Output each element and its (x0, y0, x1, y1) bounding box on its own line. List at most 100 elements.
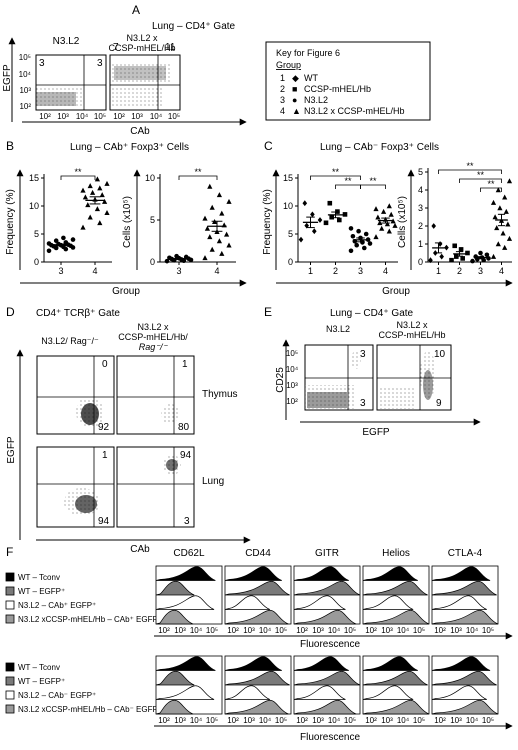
data-point (367, 241, 373, 246)
histogram-curve (293, 566, 349, 581)
data-point (90, 189, 96, 195)
panel-d-thymus2-q-ur: 1 (182, 359, 188, 370)
data-point (458, 247, 464, 252)
panel-d-col1-label: N3.L2/ Rag⁻/⁻ (41, 336, 99, 346)
panel-e-ylabel: CD25 (275, 367, 286, 393)
data-point (388, 211, 394, 217)
histogram-xtick: 10³ (174, 626, 186, 635)
histogram-xtick: 10² (227, 716, 239, 725)
data-point (460, 256, 465, 261)
panel-c-title: Lung – CAb⁻ Foxp3⁺ Cells (320, 142, 439, 153)
histogram-xtick: 10⁴ (259, 626, 272, 635)
histogram-xtick: 10⁵ (275, 716, 287, 725)
histogram-xtick: 10³ (450, 626, 462, 635)
significance-bracket (480, 187, 502, 192)
histogram-curve (362, 699, 430, 715)
histogram-xtick: 10⁴ (466, 716, 479, 725)
significance-label: ** (487, 179, 495, 189)
data-point (350, 233, 356, 239)
x-tick-label: 3 (58, 266, 63, 276)
histogram-curve (224, 685, 271, 700)
data-point (87, 183, 93, 189)
panel-a-xtick: 10³ (131, 112, 143, 121)
data-point (61, 235, 66, 241)
panel-d-col2-line2: CCSP-mHEL/Hb/ (118, 332, 188, 342)
histogram-xtick: 10⁵ (206, 716, 218, 725)
panel-e-plot1-q-lr: 3 (360, 398, 366, 409)
data-point (386, 228, 392, 234)
data-point (53, 238, 59, 244)
data-point (104, 180, 110, 186)
data-point (70, 237, 76, 242)
chart-c-frequency: 0 5 10 15 1 2 3 4 ** ** ** (283, 167, 398, 276)
histogram-curve (362, 609, 430, 625)
panel-a-xtick: 10² (113, 112, 125, 121)
data-point (490, 253, 497, 259)
data-point (470, 258, 475, 264)
panel-c-xlabel: Group (382, 286, 410, 297)
x-tick-label: 3 (478, 266, 483, 276)
data-point (209, 246, 215, 252)
histogram-xtick: 10⁴ (190, 626, 203, 635)
panel-d-lung1-q-ur: 1 (102, 450, 108, 461)
histogram-xtick: 10² (434, 626, 446, 635)
panel-e-plot2-line2: CCSP-mHEL/Hb (378, 330, 445, 340)
panel-e-plot1-label: N3.L2 (326, 324, 350, 334)
histogram-curve (293, 609, 357, 625)
histogram-curve (224, 656, 282, 671)
legend-label: N3.L2 – CAb⁺ EGFP⁺ (18, 601, 96, 610)
significance-bracket (310, 175, 361, 180)
histogram-curve (362, 580, 428, 596)
panel-a-plot2-q-ul: 7 (113, 42, 119, 53)
panel-a-xtick: 10³ (57, 112, 69, 121)
panel-d-letter: D (6, 305, 15, 319)
significance-bracket (438, 169, 502, 174)
legend-label: N3.L2 xCCSP-mHEL/Hb – CAb⁻ EGFP⁺ (18, 705, 162, 714)
key-group-label: Group (276, 60, 301, 70)
data-point (379, 225, 385, 231)
data-point (80, 187, 86, 193)
panel-c: C Lung – CAb⁻ Foxp3⁺ Cells Frequency (%)… (262, 139, 513, 297)
histogram-curve (293, 595, 346, 610)
data-point (354, 242, 360, 248)
data-point (97, 220, 103, 226)
data-point (381, 208, 387, 214)
panel-a-plot1-q-ur: 3 (97, 58, 103, 69)
data-point (502, 194, 508, 200)
panel-e-ytick: 10⁴ (286, 365, 299, 374)
data-point (183, 254, 189, 260)
data-point (104, 210, 110, 216)
histogram-curve (155, 595, 215, 610)
data-point (94, 176, 100, 182)
histogram-curve (362, 595, 414, 610)
histogram-xtick: 10² (227, 626, 239, 635)
data-point (348, 226, 354, 231)
panel-f-column-title: CD62L (173, 548, 205, 559)
data-point (360, 240, 365, 245)
panel-a-ytick: 10⁴ (19, 70, 32, 79)
panel-e-plot1-q-ur: 3 (360, 349, 366, 360)
key-item-symbol: ▲ (292, 106, 301, 116)
histogram-xtick: 10⁵ (344, 716, 356, 725)
key-item-label: CCSP-mHEL/Hb (304, 84, 371, 94)
significance-label: ** (332, 167, 340, 177)
data-point (494, 225, 500, 231)
histogram-curve (431, 566, 491, 581)
panel-d-ylabel: EGFP (6, 436, 17, 464)
histogram-xtick: 10³ (312, 626, 324, 635)
data-point (500, 230, 506, 236)
legend-swatch (5, 704, 15, 714)
histogram-curve (155, 656, 216, 671)
data-point (495, 187, 501, 193)
histogram-curve (293, 656, 349, 671)
x-tick-label: 3 (358, 266, 363, 276)
panel-a-xtick: 10⁵ (168, 112, 180, 121)
key-item-label: N3.L2 x CCSP-mHEL/Hb (304, 106, 405, 116)
data-point (46, 248, 52, 254)
x-tick-label: 4 (383, 266, 388, 276)
histogram-curve (293, 580, 361, 596)
histogram-xtick: 10² (158, 716, 170, 725)
figure-key: Key for Figure 6 Group 1 ◆ WT 2 ■ CCSP-mHEL/H… (265, 41, 431, 121)
panel-a-ytick: 10² (19, 102, 31, 111)
